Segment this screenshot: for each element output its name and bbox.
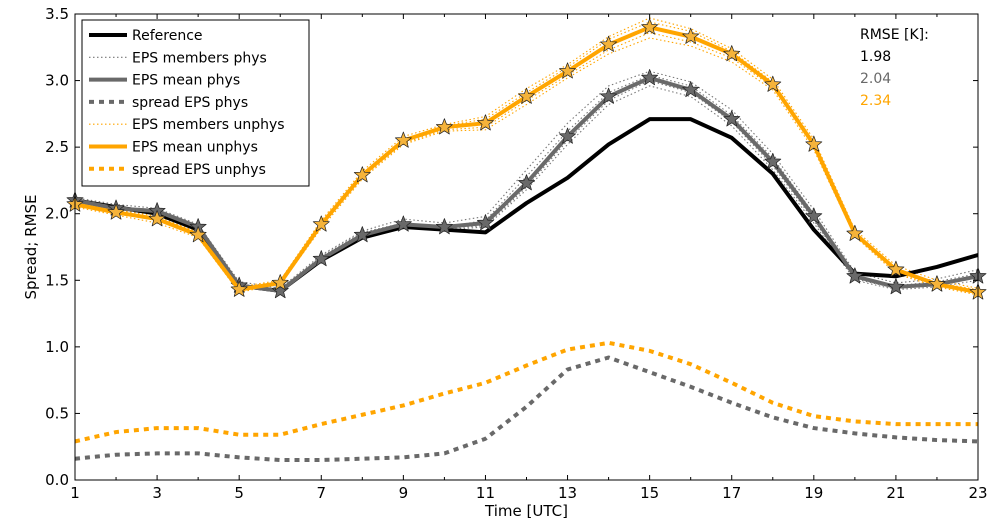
data-point-mean-phys-13 bbox=[559, 127, 576, 144]
data-point-mean-unphys-22 bbox=[928, 275, 946, 292]
series-line-spread-phys bbox=[74, 355, 979, 463]
data-point-mean-phys-20 bbox=[846, 267, 864, 284]
data-point-mean-unphys-4 bbox=[189, 226, 207, 243]
x-tick-label: 21 bbox=[886, 484, 905, 502]
legend-label-mean-phys: EPS mean phys bbox=[132, 73, 240, 89]
data-point-mean-phys-11 bbox=[477, 214, 494, 231]
data-point-mean-phys-19 bbox=[805, 207, 823, 224]
data-point-mean-unphys-3 bbox=[148, 210, 166, 227]
data-point-mean-unphys-15 bbox=[641, 18, 659, 35]
y-tick-label: 1.0 bbox=[45, 338, 69, 356]
x-tick-label: 13 bbox=[558, 484, 577, 502]
data-point-mean-unphys-6 bbox=[271, 274, 289, 291]
data-point-mean-unphys-2 bbox=[107, 203, 125, 220]
data-point-mean-unphys-19 bbox=[805, 135, 823, 152]
data-point-mean-unphys-10 bbox=[435, 118, 453, 135]
legend-label-mean-unphys: EPS mean unphys bbox=[132, 140, 258, 156]
data-point-mean-unphys-5 bbox=[230, 280, 248, 297]
data-point-mean-phys-17 bbox=[723, 110, 741, 127]
data-point-mean-unphys-17 bbox=[723, 45, 741, 62]
rmse-annotation: RMSE [K]: 1.98 2.04 2.34 bbox=[860, 27, 929, 109]
x-tick-label: 11 bbox=[476, 484, 495, 502]
rmse-title: RMSE [K]: bbox=[860, 27, 929, 43]
data-point-mean-phys-15 bbox=[641, 69, 659, 86]
data-point-mean-unphys-13 bbox=[559, 62, 576, 79]
legend-label-spread-phys: spread EPS phys bbox=[132, 95, 248, 111]
legend-label-spread-unphys: spread EPS unphys bbox=[132, 162, 266, 178]
legend: Reference EPS members phys EPS mean phys sp… bbox=[81, 19, 310, 187]
rmse-value-2: 2.04 bbox=[860, 71, 891, 87]
y-tick-label: 1.5 bbox=[45, 271, 69, 289]
data-point-mean-phys-9 bbox=[394, 215, 412, 232]
data-point-mean-unphys-8 bbox=[353, 166, 371, 183]
y-axis-title: Spread; RMSE bbox=[22, 194, 40, 299]
data-point-mean-phys-6 bbox=[271, 282, 289, 299]
data-point-mean-unphys-18 bbox=[764, 75, 782, 92]
x-axis-title: Time [UTC] bbox=[484, 502, 568, 520]
data-point-mean-unphys-16 bbox=[682, 27, 700, 44]
y-tick-label: 3.0 bbox=[45, 72, 69, 90]
data-point-mean-phys-10 bbox=[435, 218, 453, 235]
data-point-mean-phys-8 bbox=[353, 226, 371, 243]
x-tick-label: 5 bbox=[234, 484, 244, 502]
legend-label-reference: Reference bbox=[132, 28, 203, 44]
y-tick-label: 0.0 bbox=[45, 471, 69, 489]
axes-layer: 1 3 5 7 9 11 13 15 17 19 21 230.00.51.01.52.02.53.0… bbox=[22, 5, 988, 520]
y-tick-label: 0.5 bbox=[45, 404, 69, 422]
x-tick-label: 15 bbox=[640, 484, 659, 502]
data-point-mean-phys-18 bbox=[764, 152, 782, 170]
data-point-mean-phys-16 bbox=[682, 81, 700, 98]
x-tick-label: 17 bbox=[722, 484, 741, 502]
series-line-spread-unphys bbox=[74, 340, 978, 444]
y-tick-label: 2.5 bbox=[45, 138, 69, 156]
x-tick-label: 3 bbox=[152, 484, 162, 502]
rmse-value-1: 1.98 bbox=[860, 49, 891, 65]
data-point-mean-phys-7 bbox=[312, 250, 330, 267]
series-layer bbox=[66, 17, 987, 463]
data-point-mean-phys-14 bbox=[600, 87, 618, 104]
series-line-members-phys-member-4 bbox=[74, 80, 979, 292]
data-point-mean-unphys-12 bbox=[518, 87, 535, 104]
rmse-value-3: 2.34 bbox=[860, 93, 891, 109]
data-point-mean-phys-21 bbox=[887, 278, 905, 295]
data-point-mean-unphys-21 bbox=[887, 260, 905, 277]
data-point-mean-unphys-14 bbox=[600, 35, 618, 52]
data-point-mean-unphys-7 bbox=[312, 215, 330, 232]
data-point-mean-unphys-11 bbox=[477, 114, 494, 131]
data-point-mean-unphys-9 bbox=[394, 131, 412, 148]
data-point-mean-unphys-20 bbox=[846, 224, 864, 241]
legend-box bbox=[81, 19, 310, 187]
y-tick-label: 2.0 bbox=[45, 205, 69, 223]
legend-label-members-phys: EPS members phys bbox=[132, 50, 267, 66]
data-point-mean-phys-12 bbox=[518, 174, 535, 191]
x-tick-label: 9 bbox=[399, 484, 409, 502]
x-tick-label: 19 bbox=[804, 484, 823, 502]
y-tick-label: 3.5 bbox=[45, 5, 69, 23]
legend-label-members-unphys: EPS members unphys bbox=[132, 117, 285, 133]
x-tick-label: 23 bbox=[968, 484, 987, 502]
x-tick-label: 7 bbox=[316, 484, 326, 502]
x-tick-label: 1 bbox=[70, 484, 80, 502]
